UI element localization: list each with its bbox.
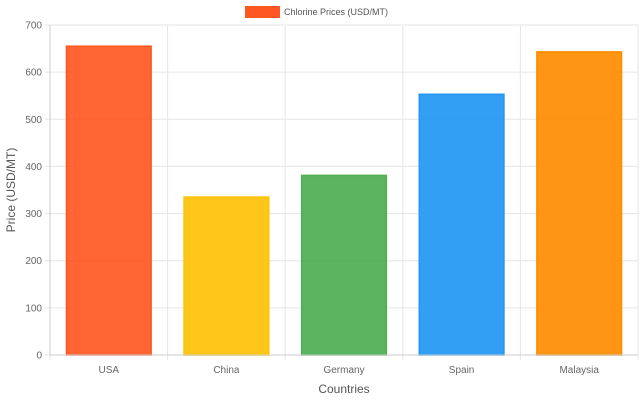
- y-tick-label: 0: [36, 351, 42, 362]
- x-tick-label: USA: [99, 365, 120, 376]
- axes: [49, 25, 638, 356]
- y-tick-label: 500: [25, 115, 42, 126]
- x-tick-label: Germany: [323, 365, 364, 376]
- bar-spain[interactable]: [418, 93, 505, 356]
- y-tick-label: 600: [25, 68, 42, 79]
- x-tick-label: China: [213, 365, 240, 376]
- y-tick-label: 700: [25, 21, 42, 32]
- x-axis-ticks: USA China Germany Spain Malaysia: [99, 365, 600, 376]
- y-tick-label: 300: [25, 209, 42, 220]
- bar-germany[interactable]: [300, 174, 388, 356]
- x-tick-label: Malaysia: [559, 365, 599, 376]
- x-tick-label: Spain: [449, 365, 475, 376]
- y-axis-title: Price (USD/MT): [4, 148, 18, 233]
- x-axis-title: Countries: [318, 382, 369, 396]
- bar-malaysia[interactable]: [536, 51, 623, 356]
- bar-china[interactable]: [183, 196, 270, 356]
- legend-label: Chlorine Prices (USD/MT): [284, 7, 388, 17]
- y-tick-label: 200: [25, 256, 42, 267]
- bars: [65, 45, 623, 356]
- chart-legend[interactable]: Chlorine Prices (USD/MT): [245, 6, 388, 18]
- y-tick-label: 100: [25, 303, 42, 314]
- y-tick-label: 400: [25, 162, 42, 173]
- bar-usa[interactable]: [65, 45, 152, 356]
- legend-swatch: [245, 6, 280, 18]
- y-axis-ticks: 0 100 200 300 400 500 600 700: [25, 21, 42, 362]
